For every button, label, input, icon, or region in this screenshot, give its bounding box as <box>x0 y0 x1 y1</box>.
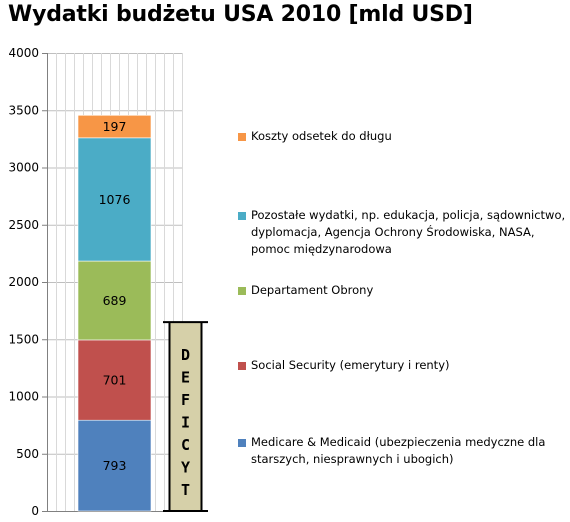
bar-data-label: 197 <box>103 119 127 134</box>
legend-label: Medicare & Medicaid (ubezpieczenia medyc… <box>251 435 546 466</box>
legend: Koszty odsetek do długu Pozostałe wydatki… <box>238 0 570 522</box>
legend-swatch <box>238 287 246 295</box>
bar-data-label: 689 <box>103 293 127 308</box>
legend-item: Departament Obrony <box>238 282 567 299</box>
bar-segment <box>77 114 152 139</box>
y-axis: 0 500 1000 1500 2000 2500 3000 3500 4000 <box>8 46 182 518</box>
legend-swatch <box>238 212 246 220</box>
bar-segment <box>77 339 152 421</box>
y-tick-label: 3500 <box>8 103 39 117</box>
chart-title: Wydatki budżetu USA 2010 [mld USD] <box>8 2 473 27</box>
bar-data-label: 793 <box>103 458 127 473</box>
legend-label: Pozostałe wydatki, np. edukacja, policja… <box>251 208 566 256</box>
y-tick-label: 3000 <box>8 161 39 175</box>
bar-data-label: 1076 <box>99 192 131 207</box>
legend-swatch <box>238 362 246 370</box>
deficit-letter: D <box>181 346 190 364</box>
deficit-letter: Y <box>181 459 190 477</box>
legend-item: Social Security (emerytury i renty) <box>238 357 567 374</box>
legend-item: Medicare & Medicaid (ubezpieczenia medyc… <box>238 434 567 468</box>
bar-data-label: 701 <box>103 373 127 388</box>
deficit-box <box>169 322 202 511</box>
legend-item: Koszty odsetek do długu <box>238 128 567 145</box>
deficit-letter: F <box>181 391 190 409</box>
deficit-letter: C <box>181 436 190 454</box>
bar-segments: 793 701 689 1076 197 <box>77 114 152 512</box>
y-tick-label: 500 <box>16 447 39 461</box>
y-tick-label: 1500 <box>8 332 39 346</box>
legend-label: Social Security (emerytury i renty) <box>251 358 450 372</box>
y-tick-label: 0 <box>31 504 39 518</box>
legend-swatch <box>238 133 246 141</box>
deficit-letter: T <box>181 481 190 499</box>
y-tick-label: 2000 <box>8 275 39 289</box>
legend-label: Departament Obrony <box>251 283 374 297</box>
legend-item: Pozostałe wydatki, np. edukacja, policja… <box>238 207 567 258</box>
legend-swatch <box>238 439 246 447</box>
deficit-letter: I <box>181 414 190 432</box>
legend-label: Koszty odsetek do długu <box>251 129 392 143</box>
deficit-letter: E <box>181 369 190 387</box>
y-tick-label: 4000 <box>8 46 39 60</box>
y-tick-label: 2500 <box>8 218 39 232</box>
bar-segment <box>77 137 152 262</box>
bar-segment <box>77 260 152 341</box>
bar-segment <box>77 419 152 512</box>
y-tick-label: 1000 <box>8 390 39 404</box>
